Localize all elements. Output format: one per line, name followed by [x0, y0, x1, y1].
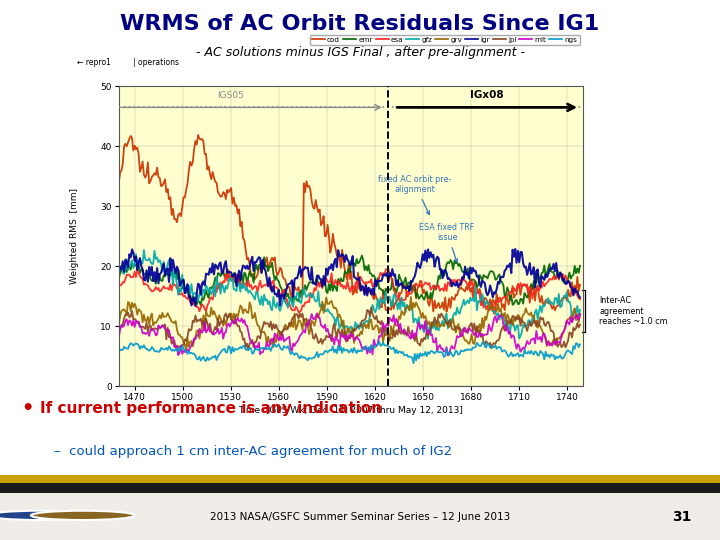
Text: Inter-AC
agreement
reaches ~1.0 cm: Inter-AC agreement reaches ~1.0 cm: [599, 296, 668, 326]
Text: IGx08: IGx08: [470, 90, 504, 99]
Text: fixed AC orbit pre-
alignment: fixed AC orbit pre- alignment: [379, 175, 451, 214]
Bar: [0, 475, 720, 483]
Circle shape: [0, 511, 91, 520]
Text: •: •: [22, 399, 34, 418]
Text: If current performance is any indication: If current performance is any indication: [40, 401, 382, 416]
Text: IGS05: IGS05: [217, 91, 244, 99]
Text: | operations: | operations: [132, 58, 179, 67]
Text: 31: 31: [672, 510, 691, 524]
Text: –  could approach 1 cm inter-AC agreement for much of IG2: – could approach 1 cm inter-AC agreement…: [54, 446, 452, 458]
Circle shape: [31, 511, 135, 520]
Legend: cod, emr, esa, gfz, grv, igr, jpl, mit, ngs: cod, emr, esa, gfz, grv, igr, jpl, mit, …: [310, 35, 580, 45]
Y-axis label: Weighted RMS  [mm]: Weighted RMS [mm]: [71, 188, 79, 284]
Text: 2013 NASA/GSFC Summer Seminar Series – 12 June 2013: 2013 NASA/GSFC Summer Seminar Series – 1…: [210, 512, 510, 522]
Bar: [0, 494, 720, 540]
Text: - AC solutions minus IGS Final , after pre-alignment -: - AC solutions minus IGS Final , after p…: [196, 46, 524, 59]
Text: ESA fixed TRF
issue: ESA fixed TRF issue: [420, 223, 474, 262]
Text: ← repro1: ← repro1: [77, 58, 111, 67]
Text: WRMS of AC Orbit Residuals Since IG1: WRMS of AC Orbit Residuals Since IG1: [120, 14, 600, 34]
X-axis label: Time  [GPS Wk; Dec. 12, 2007 thru May 12, 2013]: Time [GPS Wk; Dec. 12, 2007 thru May 12,…: [238, 406, 464, 415]
Bar: [0, 483, 720, 494]
